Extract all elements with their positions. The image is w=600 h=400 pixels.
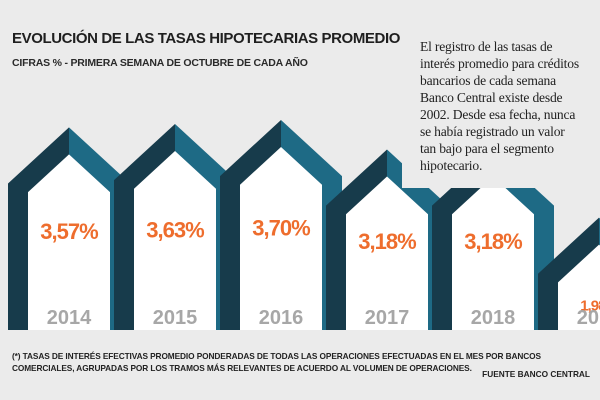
source-label: FUENTE BANCO CENTRAL xyxy=(482,369,590,379)
value-label-2014: 3,57% xyxy=(40,219,98,244)
house-body-2015 xyxy=(134,150,216,330)
year-label-2019: 2019 xyxy=(577,307,600,329)
house-body-2016 xyxy=(240,147,322,330)
house-roof-left-2014 xyxy=(8,127,69,330)
value-label-2018: 3,18% xyxy=(464,229,522,254)
info-callout: El registro de las tasas de interés prom… xyxy=(402,28,592,188)
house-roof-left-2019 xyxy=(538,217,599,330)
year-label-2017: 2017 xyxy=(365,307,410,329)
year-label-2015: 2015 xyxy=(153,307,198,329)
house-roof-left-2017 xyxy=(326,149,387,330)
year-label-2014: 2014 xyxy=(47,307,92,329)
house-body-2017 xyxy=(346,176,428,330)
house-body-2018 xyxy=(452,176,534,330)
year-label-2016: 2016 xyxy=(259,307,304,329)
value-label-2015: 3,63% xyxy=(146,217,204,242)
callout-text: El registro de las tasas de interés prom… xyxy=(420,39,579,173)
value-label-2019: 1,98% xyxy=(580,297,600,314)
house-roof-left-2018 xyxy=(432,149,493,330)
chart-title: EVOLUCIÓN DE LAS TASAS HIPOTECARIAS PROM… xyxy=(12,30,447,47)
house-body-2019 xyxy=(558,244,600,330)
year-label-2018: 2018 xyxy=(471,307,516,329)
house-body-2014 xyxy=(28,154,110,330)
value-label-2017: 3,18% xyxy=(358,229,416,254)
chart-subtitle: CIFRAS % - PRIMERA SEMANA DE OCTUBRE DE … xyxy=(12,57,308,69)
value-label-2016: 3,70% xyxy=(252,216,310,241)
house-roof-left-2015 xyxy=(114,123,175,330)
house-roof-left-2016 xyxy=(220,120,281,330)
footnote: (*) TASAS DE INTERÉS EFECTIVAS PROMEDIO … xyxy=(12,351,541,373)
